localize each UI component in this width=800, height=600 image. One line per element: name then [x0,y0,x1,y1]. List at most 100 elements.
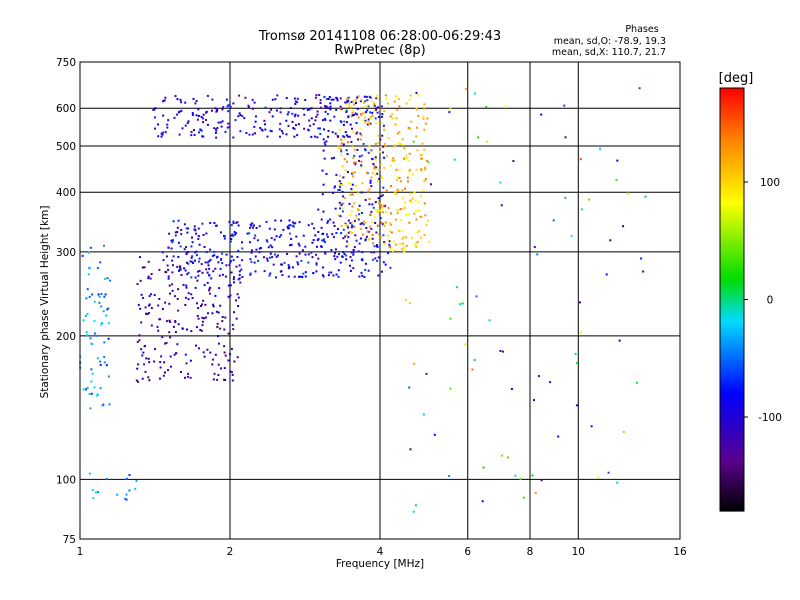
data-point [237,249,240,252]
data-point [274,98,277,101]
data-point [371,111,374,114]
data-point [359,237,362,240]
data-point [373,215,376,218]
data-point [323,157,326,160]
data-point [198,347,200,350]
data-point [324,143,327,146]
data-point [297,263,300,266]
colorbar-segment [720,257,744,262]
data-point [392,240,395,243]
data-point [333,255,336,258]
data-point [243,117,246,120]
data-point [154,348,156,350]
data-point [168,331,171,334]
data-point [88,393,91,395]
data-point [464,88,467,91]
data-point [85,331,88,334]
x-tick-label: 8 [527,546,534,558]
data-point [315,253,317,256]
data-point [310,107,313,110]
data-point [136,340,139,343]
data-point [158,298,161,300]
data-point [400,180,402,183]
data-point [356,208,359,210]
data-point [93,300,96,303]
data-point [365,111,367,114]
y-tick-label: 750 [56,57,76,69]
data-point [183,267,186,270]
colorbar-segment [720,133,744,138]
data-point [379,163,382,166]
data-point [189,260,192,263]
data-point [276,94,279,97]
data-point [448,475,451,477]
data-point [174,231,177,234]
data-point [108,403,111,406]
data-point [396,209,399,212]
colorbar-segment [720,214,744,220]
data-point [201,135,204,138]
data-point [378,202,381,205]
data-point [202,113,205,116]
data-point [638,87,641,90]
data-point [335,273,338,276]
data-point [223,345,226,348]
colorbar-segment [720,341,744,346]
data-point [381,113,384,115]
data-point [339,107,342,110]
data-point [371,100,374,103]
data-point [231,233,234,236]
data-point [409,448,412,451]
data-point [379,108,382,111]
data-point [322,138,325,141]
data-point [549,381,552,384]
data-point [339,207,341,210]
data-point [315,263,318,266]
data-point [370,212,373,215]
data-point [376,211,379,214]
colorbar-segment [720,123,744,128]
data-point [148,303,151,306]
data-point [401,138,404,141]
data-point [202,234,205,236]
data-point [390,212,392,215]
data-point [345,134,348,137]
data-point [364,121,367,123]
data-point [142,296,145,299]
data-point [157,135,160,138]
data-point [374,158,377,161]
colorbar-segment [720,458,744,463]
data-point [313,135,316,138]
data-point [216,108,219,111]
data-point [212,378,215,381]
data-point [397,98,400,101]
data-point [403,250,406,253]
data-point [344,169,347,172]
data-point [214,107,217,110]
data-point [97,491,99,494]
data-point [360,99,363,102]
colorbar-segment [720,218,744,223]
data-point [342,109,345,112]
data-point [279,111,282,114]
data-point [223,367,226,370]
data-point [375,231,378,234]
data-point [149,293,152,296]
colorbar-segment [720,370,744,375]
data-point [384,94,387,97]
data-point [148,361,151,364]
data-point [552,219,555,222]
data-point [358,213,361,216]
colorbar-segment [720,401,744,406]
data-point [388,230,391,233]
data-point [303,127,306,130]
data-point [254,120,257,123]
data-point [166,264,169,267]
data-point [362,111,365,114]
data-point [230,238,233,240]
data-point [369,111,372,114]
data-point [301,276,304,278]
data-point [317,231,320,233]
data-point [368,187,371,190]
data-point [107,375,110,378]
